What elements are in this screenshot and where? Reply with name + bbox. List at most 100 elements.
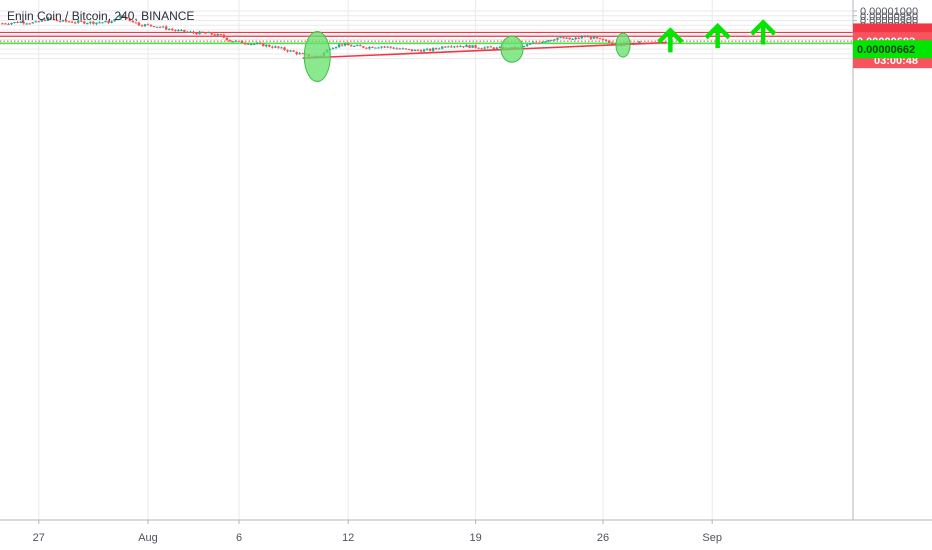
candle-body	[362, 46, 365, 48]
candle-body	[70, 21, 74, 23]
candle-body	[16, 21, 19, 23]
up-arrow-icon[interactable]	[657, 27, 684, 53]
candle-body	[80, 20, 83, 22]
candle-body	[604, 39, 608, 41]
candle-body	[219, 34, 222, 36]
candle-body	[383, 46, 386, 48]
candle-body	[337, 44, 341, 47]
candle-body	[256, 43, 259, 45]
candle-body	[480, 48, 483, 50]
candle-body	[77, 20, 80, 23]
candle-body	[277, 46, 280, 48]
candle-body	[4, 23, 7, 25]
candle-body	[34, 21, 37, 23]
candle-body	[410, 49, 414, 52]
candle-body	[28, 23, 31, 25]
candle-body	[595, 36, 599, 39]
candle-body	[568, 37, 571, 40]
candle-body	[347, 43, 350, 46]
highlight-ellipse[interactable]	[500, 35, 524, 63]
candle-body	[207, 32, 210, 34]
candle-body	[280, 47, 283, 49]
candle-body	[392, 47, 395, 49]
candle-body	[95, 22, 98, 24]
candle-body	[586, 36, 590, 38]
candle-body	[522, 45, 526, 47]
up-arrow-icon[interactable]	[704, 22, 731, 49]
candle-body	[416, 49, 420, 51]
candle-body	[331, 48, 335, 50]
candle-body	[83, 21, 86, 24]
candle-body	[283, 47, 286, 51]
candle-body	[262, 43, 265, 47]
candle-body	[168, 29, 171, 31]
candle-body	[471, 45, 474, 48]
candle-body	[216, 34, 219, 36]
candle-body	[89, 21, 92, 24]
candle-body	[395, 48, 398, 50]
candle-body	[252, 43, 256, 45]
candle-body	[434, 48, 438, 50]
candle-body	[365, 47, 368, 49]
candle-body	[565, 37, 568, 39]
candle-body	[234, 40, 238, 42]
candle-body	[74, 22, 77, 24]
candle-body	[67, 21, 71, 23]
grid-lines	[0, 0, 853, 520]
candle-body	[398, 48, 401, 50]
time-tick-label: 19	[469, 532, 481, 544]
candle-body	[180, 29, 183, 31]
candle-body	[243, 43, 247, 45]
candle-body	[407, 48, 411, 50]
price-level-badge	[853, 40, 932, 59]
candle-body	[98, 22, 101, 24]
candle-body	[380, 46, 383, 48]
candle-body	[61, 20, 65, 22]
candle-body	[107, 20, 110, 24]
candle-body	[459, 46, 462, 48]
candle-body	[489, 46, 492, 48]
highlight-ellipse[interactable]	[615, 32, 631, 58]
candle-body	[259, 43, 262, 45]
candle-body	[453, 46, 456, 48]
candle-body	[425, 48, 429, 50]
price-level-badge-label: 0.00000662	[857, 44, 915, 56]
candle-body	[386, 46, 389, 48]
drawing-overlays	[302, 19, 777, 83]
time-tick-label: 12	[342, 532, 354, 544]
candle-body	[265, 44, 268, 47]
candle-body	[195, 33, 198, 35]
candle-body	[189, 31, 192, 33]
highlight-ellipse[interactable]	[303, 31, 331, 83]
candle-body	[240, 40, 244, 44]
candle-body	[553, 39, 556, 41]
symbol-title: Enjin Coin / Bitcoin, 240, BINANCE	[7, 9, 195, 23]
candle-body	[92, 21, 95, 24]
candle-body	[52, 19, 56, 21]
candle-body	[128, 18, 131, 21]
candle-body	[601, 38, 605, 40]
candle-body	[213, 34, 216, 36]
candle-body	[22, 21, 25, 24]
candle-body	[607, 40, 611, 43]
candle-body	[1, 23, 4, 25]
candle-body	[413, 49, 417, 52]
candle-body	[492, 47, 495, 50]
candle-body	[419, 50, 423, 52]
candle-body	[571, 39, 574, 41]
candle-body	[389, 46, 392, 48]
candle-body	[298, 53, 301, 55]
up-arrow-icon[interactable]	[749, 19, 777, 45]
candle-body	[25, 23, 28, 25]
price-tick-label: 0.00001000	[860, 6, 918, 18]
candle-body	[143, 24, 147, 27]
candle-body	[377, 47, 380, 49]
time-axis[interactable]: 27 Aug 6 12 19 26 Sep	[33, 520, 722, 544]
candle-body	[444, 46, 447, 48]
candle-body	[532, 42, 535, 44]
candle-body	[104, 20, 107, 23]
candle-body	[222, 34, 226, 38]
candle-body	[456, 46, 459, 48]
support-trendline[interactable]	[302, 41, 667, 59]
